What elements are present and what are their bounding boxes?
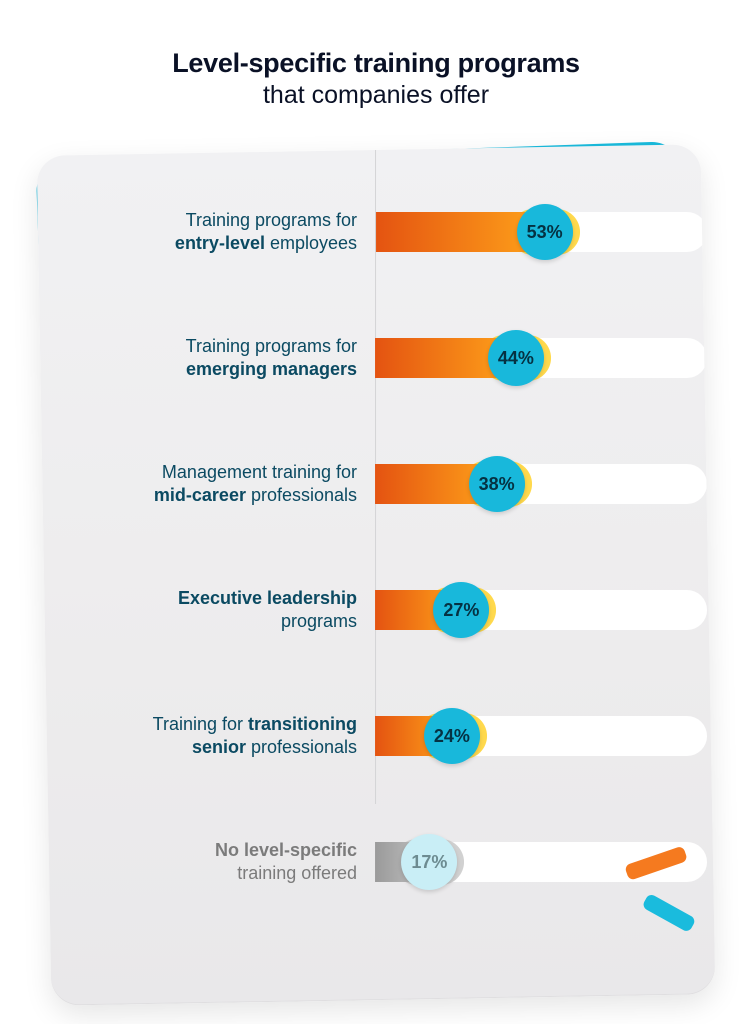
chart-row: Training programs forentry-level employe… [43,204,707,260]
card: Training programs forentry-level employe… [44,150,708,1000]
chart-row: Management training formid-career profes… [43,456,707,512]
title-block: Level-specific training programs that co… [0,0,752,138]
value-bubble: 17% [401,834,457,890]
row-label: Training programs forentry-level employe… [43,209,375,256]
accent-stick-blue [641,893,696,933]
row-bar-area: 53% [375,204,707,260]
row-bar-area: 27% [375,582,707,638]
value-bubble: 38% [469,456,525,512]
row-label: Management training formid-career profes… [43,461,375,508]
row-label: Training for transitioningsenior profess… [43,713,375,760]
value-bubble: 27% [433,582,489,638]
value-bubble: 24% [424,708,480,764]
value-bubble: 53% [517,204,573,260]
card-front: Training programs forentry-level employe… [37,144,716,1005]
row-bar-area: 44% [375,330,707,386]
value-bubble: 44% [488,330,544,386]
title-main: Level-specific training programs [40,48,712,79]
row-bar-area: 38% [375,456,707,512]
title-sub: that companies offer [40,81,712,110]
chart-row: Training for transitioningsenior profess… [43,708,707,764]
chart-row: No level-specifictraining offered 17% [43,834,707,890]
row-label: No level-specifictraining offered [43,839,375,886]
row-label: Training programs foremerging managers [43,335,375,382]
chart-row: Executive leadershipprograms 27% [43,582,707,638]
row-label: Executive leadershipprograms [43,587,375,634]
chart-rows: Training programs forentry-level employe… [43,150,707,890]
row-bar-area: 24% [375,708,707,764]
chart-row: Training programs foremerging managers 44… [43,330,707,386]
